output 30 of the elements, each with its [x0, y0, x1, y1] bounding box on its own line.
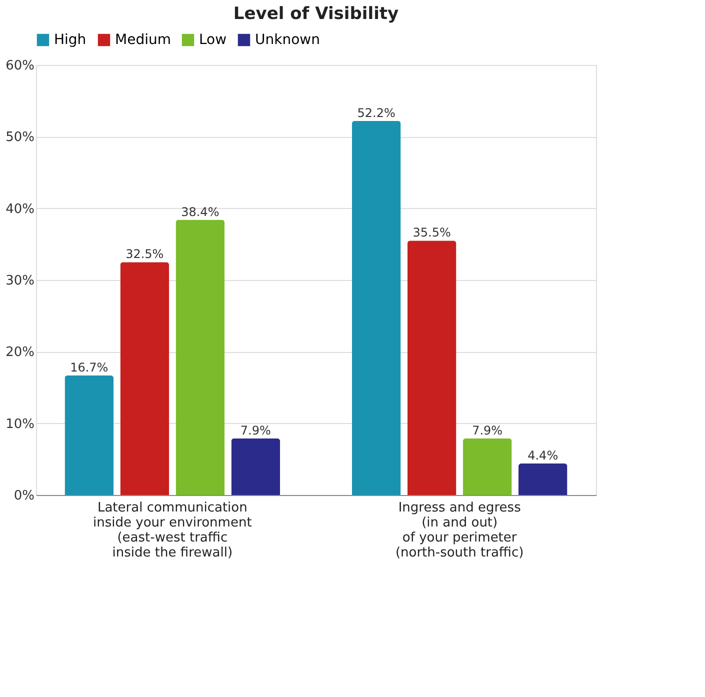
data-label: 7.9% [472, 423, 503, 438]
legend-label: Medium [115, 32, 171, 48]
y-tick-label: 30% [6, 274, 34, 288]
bar [462, 438, 512, 495]
data-label: 35.5% [412, 226, 451, 240]
y-tick-label: 20% [6, 345, 34, 360]
data-label: 7.9% [240, 423, 271, 438]
data-label: 32.5% [126, 247, 164, 262]
legend-label: High [54, 32, 86, 48]
bar [176, 220, 225, 495]
y-tick-label: 10% [6, 416, 34, 432]
bar [407, 240, 456, 495]
data-label: 52.2% [357, 106, 396, 120]
data-label: 38.4% [181, 204, 220, 219]
legend-label: Unknown [255, 32, 320, 48]
legend-label: Low [199, 32, 227, 48]
chart-title: Level of Visibility [233, 4, 399, 24]
data-label: 16.7% [70, 360, 108, 374]
bar [352, 120, 401, 495]
y-tick-label: 40% [6, 202, 34, 217]
bar [518, 463, 568, 495]
x-tick-label: Lateral communication inside your environment (east-west traffic inside the firewall) [93, 500, 252, 560]
y-tick-label: 50% [6, 130, 34, 146]
x-tick-label: Ingress and egress (in and out) of your perimeter (north-south traffic) [395, 500, 524, 560]
y-tick-label: 0% [14, 488, 34, 504]
bar [120, 262, 170, 495]
bar [231, 438, 280, 495]
data-label: 4.4% [528, 448, 558, 462]
bar [64, 375, 114, 495]
y-tick-label: 60% [6, 58, 34, 74]
